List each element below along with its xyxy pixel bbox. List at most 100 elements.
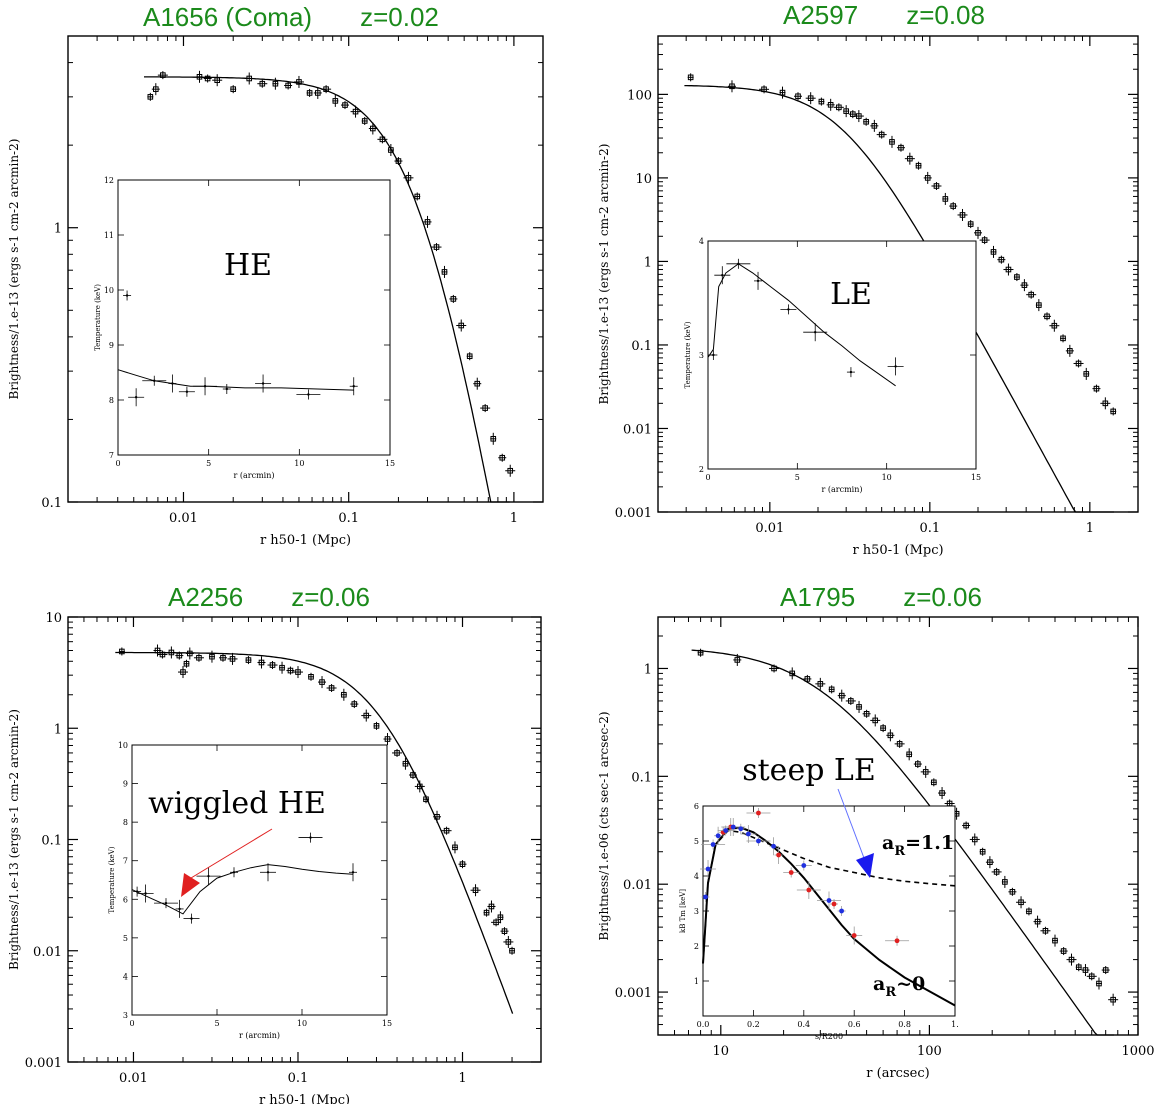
inset-y-tick-label: 12 [104,176,114,185]
data-point [827,102,834,108]
data-point [505,939,512,945]
inset-blue-point [771,843,776,849]
data-point [863,710,870,717]
data-point [306,90,313,96]
inset-red-point [831,901,837,907]
data-point [488,903,495,910]
data-point [351,701,358,707]
inset-data-point [849,370,853,374]
data-point [147,94,154,100]
inset-model-curve [707,263,896,387]
x-tick-label: 0.1 [288,1071,309,1086]
data-point [384,736,391,742]
inset-blue-point [826,898,832,903]
y-tick-label: 0.01 [33,945,62,960]
inset-data-point [737,262,740,265]
x-axis-label: r h50-1 (Mpc) [260,533,351,548]
data-point [443,827,450,834]
data-point [1028,291,1034,298]
data-point [959,212,966,218]
y-tick-label: 0.1 [41,834,62,849]
inset-y-tick-label: 6 [123,895,128,904]
cluster-redshift: z=0.06 [903,582,982,612]
data-point [856,113,862,119]
inset-data-point [787,308,790,311]
data-point [230,86,237,92]
data-point [889,139,895,145]
data-point [795,93,801,100]
data-point [838,692,845,699]
inset-y-tick-label: 3 [694,907,699,916]
inset-data-point [190,917,193,920]
data-point [1042,927,1049,934]
inset-data-point [171,382,174,385]
data-point [990,249,997,255]
annotation-value: ~0 [896,973,925,995]
data-point [1044,313,1050,320]
data-point [804,676,811,682]
cluster-name: A2256 [168,582,244,612]
wiggle-arrow [181,828,273,897]
inset-red-point [788,870,794,875]
x-tick-label: 1 [510,511,518,526]
annotation-subscript: R [894,844,905,859]
data-point [1110,996,1116,1003]
cluster-name: A2597 [783,0,859,30]
data-point [388,147,394,153]
inset-x-axis-label: r (arcmin) [234,471,275,480]
inset-y-tick-label: 4 [694,872,699,881]
data-point [907,155,913,162]
data-point [499,454,506,461]
inset-y-tick-label: 7 [123,857,128,866]
y-tick-label: 0.001 [615,506,652,521]
x-tick-label: 0.01 [119,1071,148,1086]
inset-y-tick-label: 10 [104,286,114,295]
data-point [342,102,348,108]
inset-data-point [207,874,210,878]
inset-data-point [164,901,168,905]
data-point [933,183,940,189]
data-point [410,772,416,778]
data-point [379,136,386,143]
inset-x-tick-label: 15 [971,473,981,482]
data-point [878,131,885,138]
data-point [1075,964,1082,971]
y-axis-label: Brightness/1.e-13 (ergs s-1 cm-2 arcmin-… [7,709,21,970]
data-point [779,89,786,96]
inset-data-point [814,331,817,334]
data-point [848,698,854,704]
x-tick-label: 10 [713,1044,730,1059]
data-point [1067,348,1073,354]
data-point [204,75,211,82]
data-point [285,82,291,89]
inset-x-tick-label: 0 [115,459,120,468]
data-point [458,322,465,329]
x-tick-label: 0.01 [755,521,784,536]
data-point [272,80,279,87]
data-point [296,79,302,85]
data-point [863,118,869,125]
data-point [472,887,479,894]
regime-label: wiggled HE [148,786,326,821]
data-point [187,650,193,657]
x-axis-label: r (arcsec) [866,1066,929,1081]
data-point [466,353,473,360]
data-point [1093,385,1100,392]
cluster-redshift: z=0.08 [906,0,985,30]
annotation-ar-1-1: aR=1.1 [882,832,954,859]
data-point [433,244,440,250]
data-point [789,670,796,677]
regime-label: LE [830,277,872,312]
inset-red-point [756,810,761,816]
data-point [1052,937,1058,944]
inset-y-tick-label: 4 [123,972,128,981]
y-tick-label: 0.1 [631,770,652,785]
y-tick-label: 100 [627,88,652,103]
inset-data-point [261,382,265,385]
inset-data-point [351,871,355,874]
data-point [924,175,931,181]
data-point [1005,266,1012,273]
inset-y-tick-label: 1 [694,977,699,986]
inset-data-point [135,890,139,893]
data-point [328,685,335,691]
